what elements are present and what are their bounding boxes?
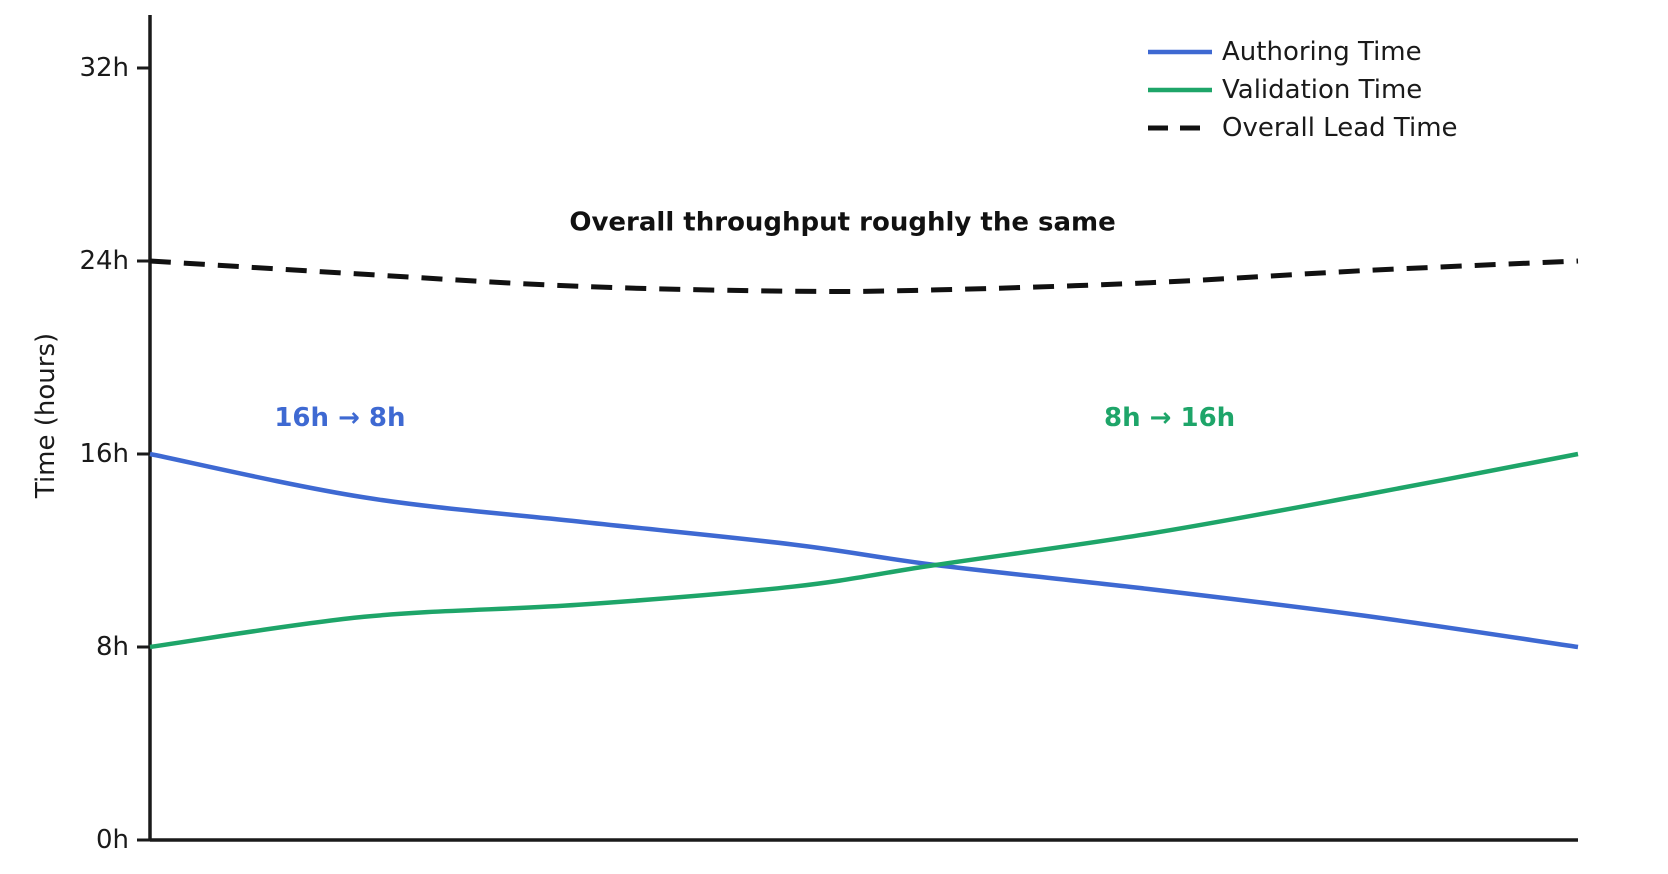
y-tick-label: 24h — [79, 246, 129, 276]
y-tick-label: 32h — [79, 53, 129, 83]
y-tick-label: 16h — [79, 439, 129, 469]
annotation-validation-change-note: 8h → 16h — [1104, 403, 1235, 433]
series-line-validation-time — [149, 451, 1579, 650]
series-line-overall-lead-time — [149, 258, 1579, 294]
series-line-authoring-time — [149, 451, 1579, 650]
y-tick-label: 8h — [96, 632, 129, 662]
y-axis-title: Time (hours) — [31, 333, 61, 499]
y-tick-label: 0h — [96, 825, 129, 855]
legend-label: Overall Lead Time — [1222, 113, 1458, 143]
legend-label: Validation Time — [1222, 75, 1422, 105]
annotation-throughput-note: Overall throughput roughly the same — [569, 207, 1115, 237]
annotation-authoring-change-note: 16h → 8h — [274, 403, 405, 433]
legend-label: Authoring Time — [1222, 37, 1422, 67]
